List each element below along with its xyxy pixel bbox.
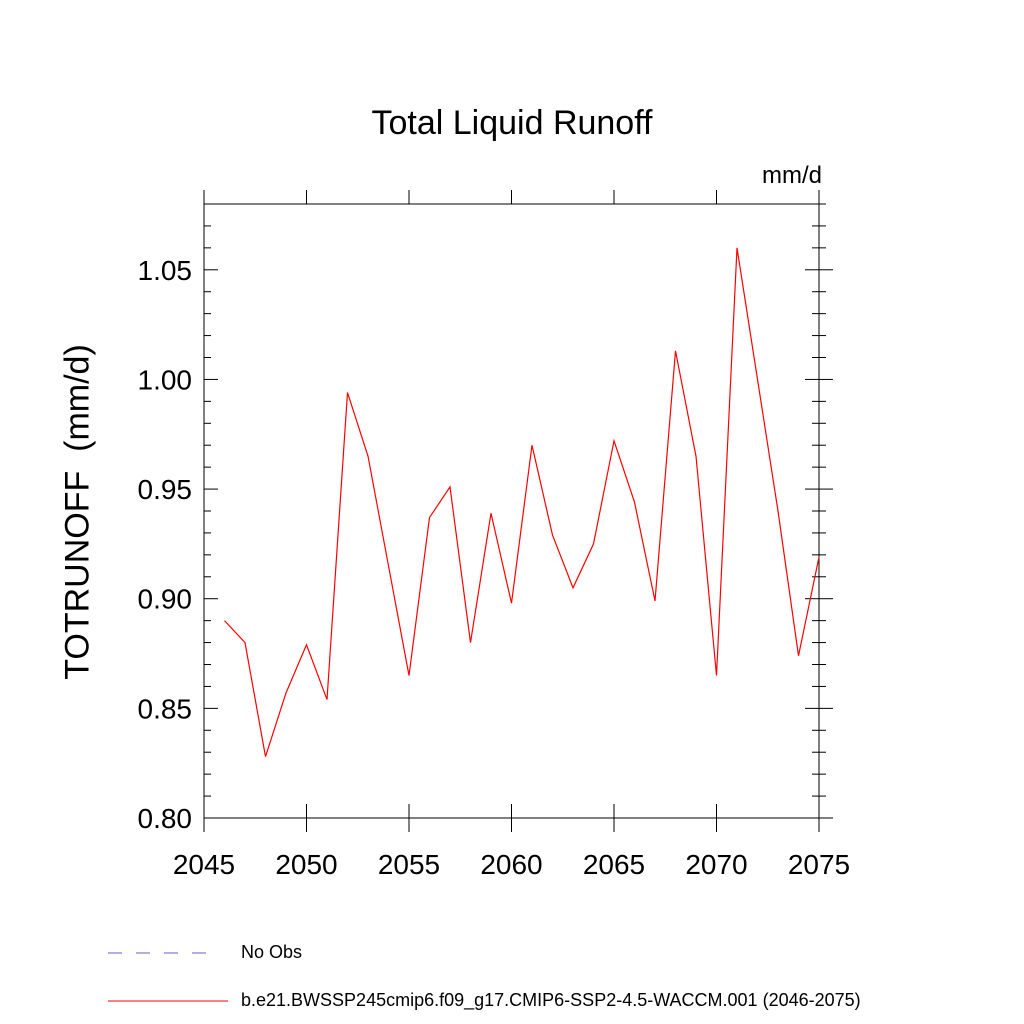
legend-label-no-obs: No Obs xyxy=(241,942,303,962)
x-tick-label: 2065 xyxy=(583,849,645,880)
y-tick-label: 0.95 xyxy=(138,474,193,505)
y-tick-label: 0.85 xyxy=(138,693,193,724)
x-tick-label: 2045 xyxy=(173,849,235,880)
x-tick-label: 2075 xyxy=(788,849,850,880)
plot-frame xyxy=(203,203,820,819)
series-line xyxy=(224,247,820,757)
x-tick-label: 2070 xyxy=(685,849,747,880)
y-tick-label: 0.90 xyxy=(138,584,193,615)
legend-label-series: b.e21.BWSSP245cmip6.f09_g17.CMIP6-SSP2-4… xyxy=(241,990,861,1010)
y-tick-label: 1.00 xyxy=(138,364,193,395)
units-label: mm/d xyxy=(762,162,822,189)
chart-title: Total Liquid Runoff xyxy=(371,104,653,142)
x-tick-label: 2050 xyxy=(275,849,337,880)
y-tick-label: 0.80 xyxy=(138,803,193,834)
x-tick-label: 2055 xyxy=(378,849,440,880)
y-tick-label: 1.05 xyxy=(138,255,193,286)
x-tick-label: 2060 xyxy=(480,849,542,880)
